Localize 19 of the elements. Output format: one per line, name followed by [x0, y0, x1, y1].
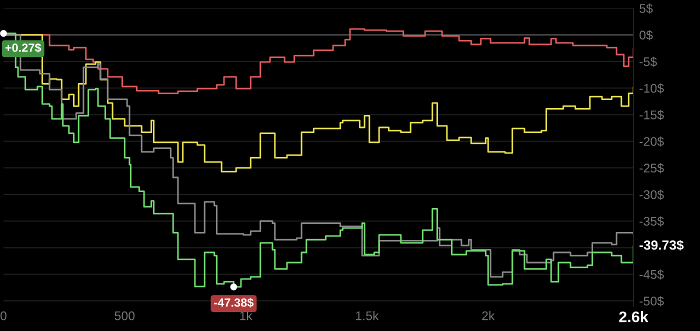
x-tick-label: 0 [0, 311, 6, 320]
y-tick-label: -10$ [640, 83, 664, 94]
y-tick-label: -5$ [640, 56, 657, 67]
x-tick-label: 2k [482, 311, 495, 320]
y-tick-label: -45$ [640, 270, 664, 280]
y-tick-label: -25$ [640, 163, 664, 174]
x-tick-label: 2.6k [619, 311, 648, 322]
y-tick-label: -20$ [640, 136, 664, 147]
y-tick-label: -50$ [640, 296, 664, 306]
annotation: -47.38$ [214, 298, 254, 308]
y-tick-label: -30$ [640, 190, 664, 200]
annotation: +0.27$ [5, 43, 42, 53]
y-tick-label: 0$ [640, 30, 653, 40]
x-tick-label: 1.5k [356, 311, 379, 320]
y-tick-label: -35$ [640, 216, 664, 226]
x-tick-label: 500 [114, 311, 135, 320]
y-tick-label: -15$ [640, 110, 664, 120]
annotation: -39.73$ [640, 240, 684, 251]
y-tick-label: 5$ [640, 4, 653, 14]
